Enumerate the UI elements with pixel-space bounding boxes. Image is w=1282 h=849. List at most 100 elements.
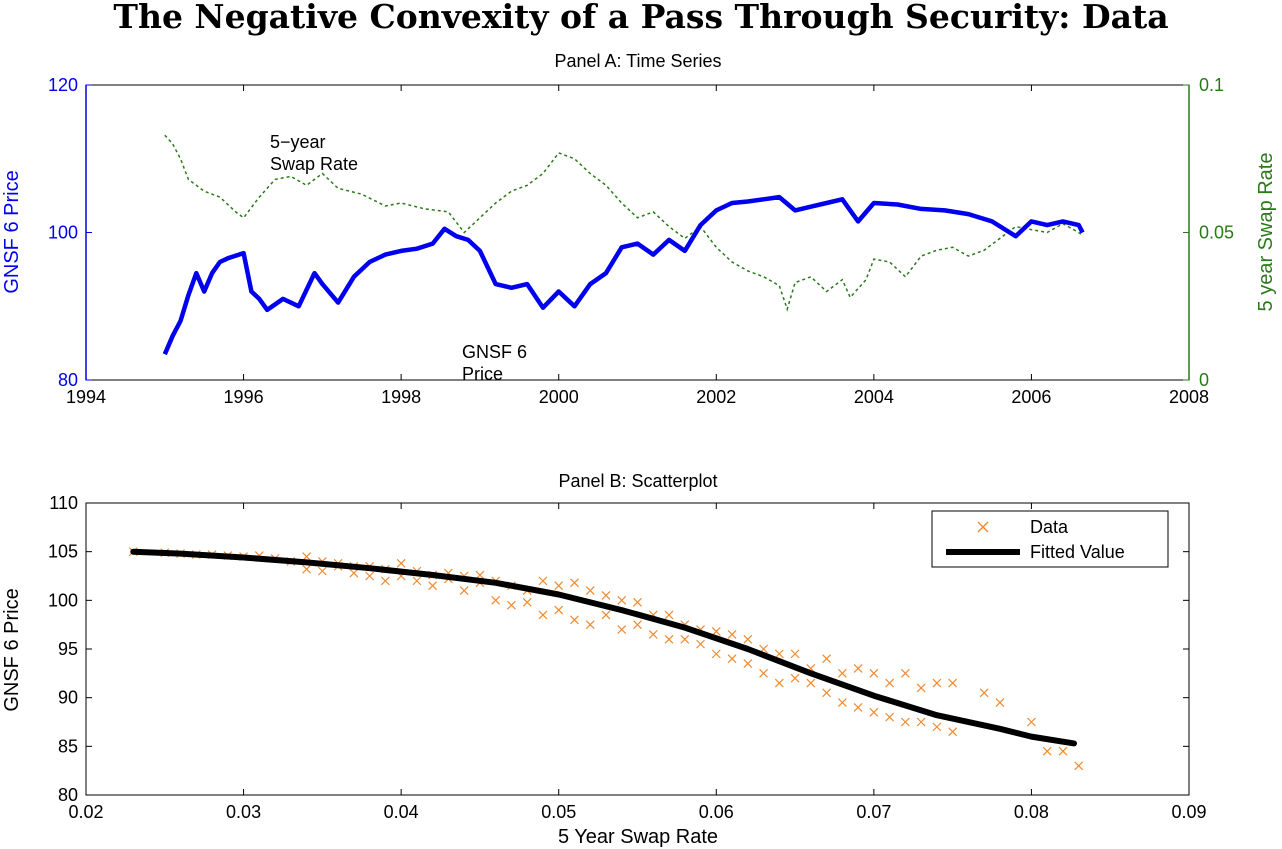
- panel-a-right-y-axis: 0 0.05 0.1: [1183, 75, 1234, 390]
- panel-a-left-y-axis: 80 100 120: [48, 75, 92, 390]
- y-tick-label: 95: [58, 639, 78, 659]
- panel-b: Panel B: Scatterplot 0.02 0.03 0.04 0.05 0.0…: [1, 471, 1207, 848]
- x-tick-label: 0.09: [1171, 802, 1206, 822]
- scatter-point: [459, 586, 469, 596]
- gnsf-price-series: [162, 194, 1085, 356]
- panel-b-y-label: GNSF 6 Price: [1, 588, 23, 711]
- swap-rate-line: [164, 134, 1084, 312]
- scatter-point: [790, 673, 800, 683]
- panel-a: Panel A: Time Series 1994 1996 1998 2000 200…: [1, 51, 1277, 407]
- legend-data-label: Data: [1030, 517, 1069, 537]
- scatter-point: [617, 625, 627, 634]
- y-tick-label: 100: [48, 590, 78, 610]
- scatter-point: [696, 639, 705, 649]
- scatter-point: [916, 683, 926, 693]
- scatter-point: [554, 581, 564, 591]
- scatter-point: [1074, 761, 1084, 771]
- panel-a-left-y-label: GNSF 6 Price: [1, 170, 23, 293]
- panel-b-legend: Data Fitted Value: [931, 510, 1169, 568]
- scatter-point: [1042, 746, 1052, 756]
- legend-box: [931, 510, 1169, 568]
- scatter-point: [774, 649, 784, 659]
- scatter-point: [869, 707, 879, 717]
- scatter-point: [601, 591, 611, 600]
- y-tick-label: 85: [58, 736, 78, 756]
- scatter-point: [601, 610, 611, 620]
- legend-data-marker: [977, 521, 989, 533]
- x-tick-label: 2008: [1169, 387, 1209, 407]
- scatter-point: [822, 654, 832, 664]
- scatter-point: [837, 698, 847, 707]
- scatter-point: [743, 634, 753, 644]
- scatter-point: [711, 627, 721, 636]
- scatter-point: [979, 688, 989, 698]
- scatter-point: [365, 571, 375, 581]
- left-y-tick-label: 100: [48, 223, 78, 243]
- scatter-point: [538, 610, 548, 620]
- x-tick-label: 0.07: [856, 802, 891, 822]
- scatter-point: [759, 668, 768, 678]
- x-tick-label: 2002: [696, 387, 736, 407]
- fitted-curve: [130, 548, 1077, 747]
- scatter-point: [727, 629, 737, 639]
- right-y-tick-label: 0: [1199, 370, 1209, 390]
- scatter-point: [932, 678, 942, 688]
- y-tick-label: 90: [58, 688, 78, 708]
- scatter-point: [507, 600, 516, 610]
- x-tick-label: 0.08: [1014, 802, 1049, 822]
- scatter-point: [349, 568, 359, 578]
- scatter-point: [853, 664, 863, 673]
- scatter-point: [711, 649, 721, 659]
- scatter-point: [806, 678, 816, 688]
- price-annotation-line1: GNSF 6: [462, 342, 527, 362]
- panel-b-y-axis: 80 85 90 95 100 105 110: [48, 493, 1189, 805]
- x-tick-label: 2006: [1011, 387, 1051, 407]
- y-tick-label: 105: [48, 542, 78, 562]
- y-tick-label: 110: [49, 493, 78, 513]
- scatter-point: [822, 688, 832, 698]
- panel-a-x-axis: 1994 1996 1998 2000 2002 2004 2006 2008: [66, 85, 1209, 407]
- scatter-point: [396, 558, 406, 568]
- scatter-point: [790, 649, 800, 659]
- legend-fitted-label: Fitted Value: [1030, 542, 1125, 562]
- right-y-tick-label: 0.1: [1199, 75, 1224, 95]
- panel-b-x-label: 5 Year Swap Rate: [558, 826, 718, 848]
- scatter-point: [727, 654, 737, 664]
- right-y-tick-label: 0.05: [1199, 223, 1234, 243]
- scatter-point: [585, 586, 595, 596]
- scatter-point: [554, 605, 564, 615]
- scatter-point: [633, 597, 642, 607]
- scatter-point: [774, 678, 784, 688]
- scatter-point: [491, 595, 501, 605]
- gnsf-price-line: [162, 194, 1085, 356]
- x-tick-label: 0.03: [226, 802, 261, 822]
- scatter-point: [885, 712, 895, 722]
- scatter-point: [932, 722, 942, 732]
- panel-a-axes-box: [85, 84, 1190, 381]
- panel-a-title: Panel A: Time Series: [554, 51, 721, 71]
- scatter-point: [317, 566, 327, 576]
- scatter-point: [1027, 717, 1036, 727]
- scatter-point: [570, 578, 579, 588]
- scatter-point: [585, 620, 595, 630]
- swap-annotation-line1: 5−year: [270, 132, 326, 152]
- scatter-point: [995, 698, 1005, 707]
- swap-rate-series: [164, 134, 1084, 312]
- scatter-point: [1058, 746, 1068, 756]
- scatter-point: [617, 595, 627, 605]
- scatter-point: [570, 615, 579, 625]
- left-y-tick-label: 120: [48, 75, 78, 95]
- scatter-point: [380, 576, 390, 586]
- x-tick-label: 0.04: [384, 802, 419, 822]
- panel-a-right-y-label: 5 year Swap Rate: [1255, 153, 1277, 312]
- scatter-point: [648, 629, 658, 639]
- x-tick-label: 0.02: [68, 802, 103, 822]
- figure-title: The Negative Convexity of a Pass Through…: [113, 0, 1168, 36]
- x-tick-label: 2004: [854, 387, 894, 407]
- scatter-point: [916, 717, 926, 727]
- x-tick-label: 2000: [539, 387, 579, 407]
- panel-b-title: Panel B: Scatterplot: [558, 471, 717, 491]
- scatter-point: [837, 668, 847, 678]
- x-tick-label: 1998: [381, 387, 421, 407]
